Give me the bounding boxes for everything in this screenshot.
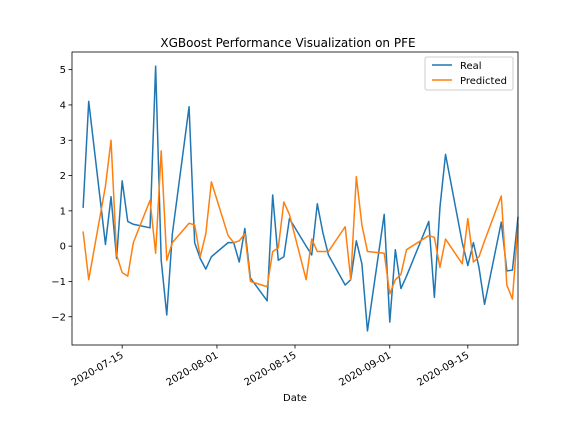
series-layer xyxy=(82,65,519,332)
y-tick-label: 2 xyxy=(60,171,66,182)
x-axis-label: Date xyxy=(283,393,307,404)
y-tick-label: 5 xyxy=(60,65,66,76)
legend-label-real: Real xyxy=(460,61,482,72)
series-line-real xyxy=(82,65,519,332)
y-tick-label: 3 xyxy=(60,136,66,147)
series-line-predicted xyxy=(82,139,519,300)
y-tick-label: 4 xyxy=(60,100,66,111)
y-tick-label: −1 xyxy=(51,277,66,288)
y-tick-label: −2 xyxy=(51,312,66,323)
chart-title: XGBoost Performance Visualization on PFE xyxy=(160,36,415,50)
y-tick-label: 0 xyxy=(60,242,66,253)
legend: Real Predicted xyxy=(424,56,514,91)
y-tick-label: 1 xyxy=(60,206,66,217)
legend-label-predicted: Predicted xyxy=(460,76,507,87)
